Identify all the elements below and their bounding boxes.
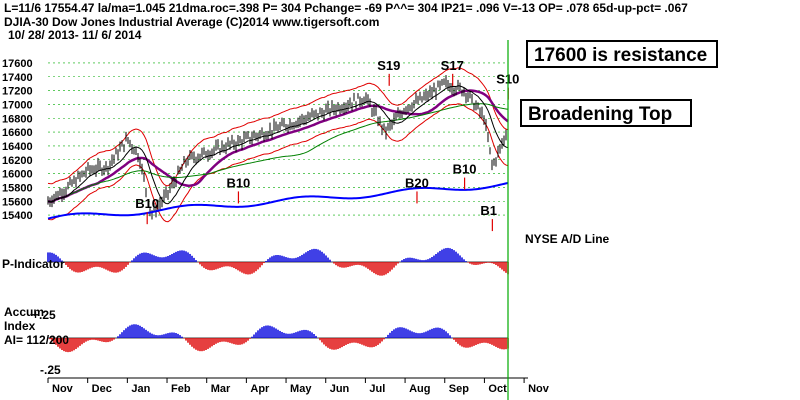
- y-tick-label: 17000: [2, 99, 33, 111]
- y-tick-label: 16800: [2, 113, 33, 125]
- month-label: May: [290, 383, 312, 395]
- y-tick-label: 15400: [2, 210, 33, 222]
- resistance-box: [526, 40, 718, 68]
- y-tick-label: 16600: [2, 127, 33, 139]
- ma21-lower-band: [47, 103, 509, 223]
- header-line3: 10/ 28/ 2013- 11/ 6/ 2014: [8, 28, 142, 42]
- signal-label: B10: [135, 196, 159, 211]
- grid-lines: [48, 62, 508, 216]
- broadening-top-label: Broadening Top: [528, 104, 672, 125]
- x-axis: Nov Dec Jan Feb Mar Apr May Jun Jul Aug Sep Oct Nov: [47, 377, 550, 395]
- minus25-label: -.25: [40, 363, 61, 377]
- y-tick-label: 17600: [2, 58, 33, 70]
- resistance-label: 17600 is resistance: [534, 45, 707, 66]
- month-label: Aug: [409, 383, 430, 395]
- ad-line-label: NYSE A/D Line: [525, 232, 610, 246]
- p-indicator-label: P-Indicator: [2, 257, 65, 271]
- signal-label: B10: [226, 175, 250, 190]
- p-indicator-pane: [47, 247, 509, 276]
- header-line1: L=11/6 17554.47 la/ma=1.045 21dma.roc=.3…: [4, 1, 688, 15]
- signal-label: S19: [377, 58, 400, 73]
- accum-index-pane: [47, 324, 509, 353]
- price-bars: [47, 75, 509, 220]
- month-label: Jul: [369, 383, 385, 395]
- month-label: Sep: [449, 383, 469, 395]
- month-label: Oct: [488, 383, 507, 395]
- broadening-top-box: [520, 99, 692, 127]
- month-label: Nov: [528, 383, 550, 395]
- y-tick-label: 17200: [2, 86, 33, 98]
- y-tick-label: 16400: [2, 141, 33, 153]
- ad-line: [47, 181, 509, 220]
- header-line2: DJIA-30 Dow Jones Industrial Average (C)…: [4, 15, 379, 29]
- y-tick-label: 15800: [2, 182, 33, 194]
- month-label: Feb: [171, 383, 191, 395]
- month-label: Jun: [330, 383, 350, 395]
- y-tick-label: 17400: [2, 72, 33, 84]
- accum-label: Accum: [4, 305, 44, 319]
- month-label: Jan: [131, 383, 150, 395]
- month-label: Mar: [211, 383, 231, 395]
- ma200-line: [47, 103, 509, 203]
- signal-label: S17: [441, 58, 464, 73]
- ai-label: AI= 112/200: [4, 333, 69, 347]
- plus25-label: +.25: [32, 308, 56, 322]
- ad-line-series: [47, 181, 509, 220]
- ma50-line: [47, 89, 509, 204]
- moving-average-bands: [47, 67, 509, 223]
- month-label: Apr: [250, 383, 270, 395]
- y-tick-label: 16000: [2, 169, 33, 181]
- signal-label: B10: [453, 162, 477, 177]
- y-tick-label: 16200: [2, 155, 33, 167]
- signal-label: B1: [480, 203, 497, 218]
- month-label: Dec: [92, 383, 112, 395]
- signal-label: B20: [405, 175, 429, 190]
- index-label: Index: [4, 319, 36, 333]
- y-tick-label: 15600: [2, 196, 33, 208]
- month-label: Nov: [52, 383, 74, 395]
- ma21-upper-band: [47, 67, 509, 187]
